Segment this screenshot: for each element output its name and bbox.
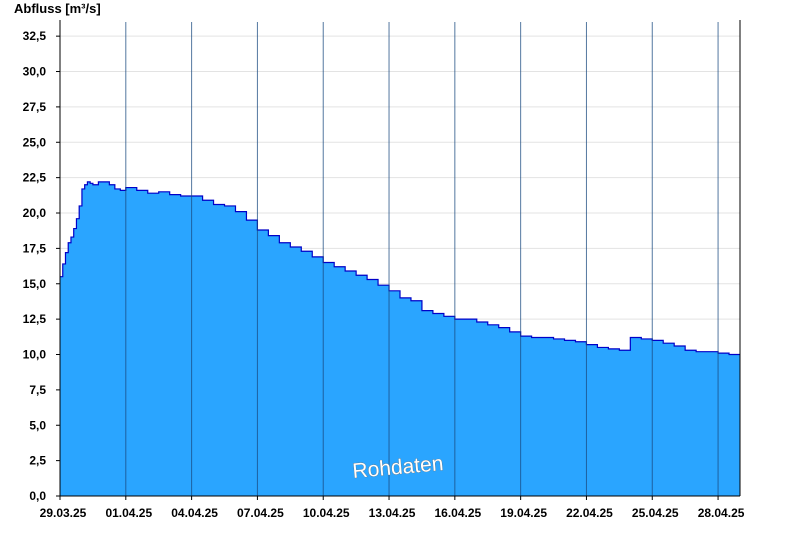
y-tick-label: 15,0 (23, 277, 47, 291)
x-tick-label: 01.04.25 (105, 506, 152, 520)
axes (59, 20, 741, 497)
x-tick-label: 22.04.25 (566, 506, 613, 520)
y-tick-label: 30,0 (23, 65, 47, 79)
x-tick-label: 25.04.25 (632, 506, 679, 520)
y-tick-label: 2,5 (29, 454, 46, 468)
x-tick-label: 28.04.25 (698, 506, 745, 520)
x-tick-label: 10.04.25 (303, 506, 350, 520)
y-tick-label: 20,0 (23, 206, 47, 220)
x-tick-label: 13.04.25 (369, 506, 416, 520)
y-tick-label: 5,0 (29, 418, 46, 432)
y-axis-title: Abfluss [m³/s] (14, 1, 101, 16)
y-tick-label: 17,5 (23, 241, 47, 255)
y-tick-labels: 0,0 2,5 5,0 7,5 10,0 12,5 15,0 17,5 20,0 22,5 25,0… (23, 29, 60, 503)
y-tick-label: 7,5 (29, 383, 46, 397)
x-tick-label: 29.03.25 (40, 506, 87, 520)
y-tick-label: 10,0 (23, 348, 47, 362)
x-tick-label: 19.04.25 (500, 506, 547, 520)
discharge-fill (60, 181, 740, 496)
y-tick-label: 22,5 (23, 171, 47, 185)
y-tick-label: 0,0 (29, 489, 46, 503)
x-tick-label: 07.04.25 (237, 506, 284, 520)
x-tick-label: 04.04.25 (171, 506, 218, 520)
y-tick-label: 12,5 (23, 312, 47, 326)
y-tick-label: 25,0 (23, 135, 47, 149)
y-tick-label: 32,5 (23, 29, 47, 43)
x-tick-labels: 29.03.25 01.04.25 04.04.25 07.04.25 10.04.25… (40, 496, 745, 520)
x-tick-label: 16.04.25 (434, 506, 481, 520)
y-tick-label: 27,5 (23, 100, 47, 114)
discharge-area (60, 181, 740, 496)
day-separators (125, 22, 719, 496)
discharge-line (60, 181, 740, 356)
